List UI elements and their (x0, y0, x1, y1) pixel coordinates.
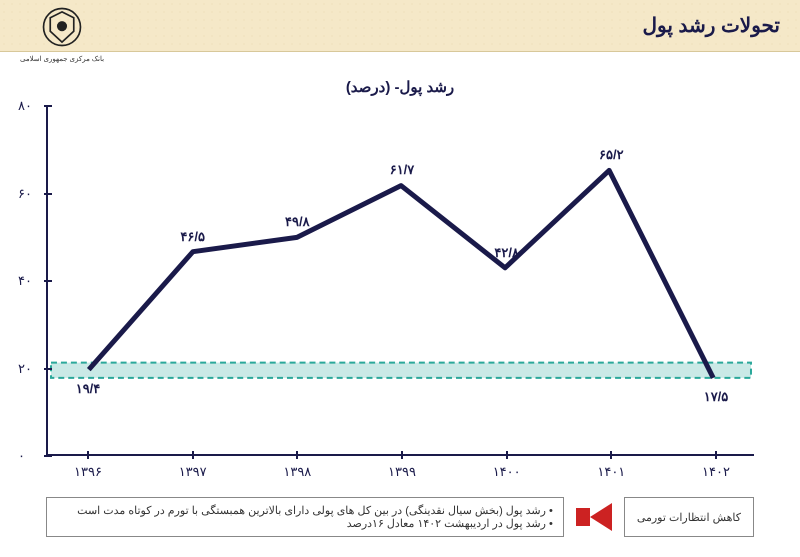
chart-plot-area: ۰۲۰۴۰۶۰۸۰۱۳۹۶۱۳۹۷۱۳۹۸۱۳۹۹۱۴۰۰۱۴۰۱۱۴۰۲۱۹/… (46, 106, 754, 456)
chart-title: رشد پول- (درصد) (46, 78, 754, 96)
data-point-label: ۴۹/۸ (285, 214, 310, 230)
y-tick (44, 280, 52, 282)
arrow-icon (590, 503, 612, 531)
x-tick (506, 451, 508, 459)
chart-container: رشد پول- (درصد) ۰۲۰۴۰۶۰۸۰۱۳۹۶۱۳۹۷۱۳۹۸۱۳۹… (46, 78, 754, 458)
cbi-logo-icon (41, 6, 83, 48)
footer-bullet: • رشد پول (بخش سیال نقدینگی) در بین کل ه… (57, 504, 553, 517)
data-point-label: ۶۱/۷ (390, 162, 415, 178)
y-tick-label: ۸۰ (18, 98, 32, 114)
x-tick-label: ۱۴۰۰ (493, 464, 521, 480)
arrow-label: کاهش انتظارات تورمی (637, 511, 741, 524)
data-point-label: ۶۵/۲ (599, 147, 624, 163)
data-line (48, 106, 754, 454)
y-tick-label: ۰ (18, 448, 25, 464)
logo-caption: بانک مرکزی جمهوری اسلامی (20, 55, 104, 63)
arrow-indicator (576, 497, 612, 537)
y-tick (44, 193, 52, 195)
x-tick (715, 451, 717, 459)
x-tick-label: ۱۴۰۲ (702, 464, 730, 480)
data-point-label: ۴۲/۸ (494, 245, 519, 261)
logo-container: بانک مرکزی جمهوری اسلامی (20, 6, 104, 63)
x-tick (296, 451, 298, 459)
x-tick (401, 451, 403, 459)
x-tick-label: ۱۳۹۹ (388, 464, 416, 480)
footer-area: • رشد پول (بخش سیال نقدینگی) در بین کل ه… (46, 497, 754, 537)
footer-notes-box: • رشد پول (بخش سیال نقدینگی) در بین کل ه… (46, 497, 564, 537)
data-point-label: ۴۶/۵ (180, 229, 205, 245)
y-tick (44, 105, 52, 107)
y-tick-label: ۶۰ (18, 186, 32, 202)
x-tick (610, 451, 612, 459)
arrow-label-box: کاهش انتظارات تورمی (624, 497, 754, 537)
y-tick-label: ۴۰ (18, 273, 32, 289)
x-tick (87, 451, 89, 459)
x-tick (192, 451, 194, 459)
y-tick (44, 368, 52, 370)
data-point-label: ۱۹/۴ (76, 381, 101, 397)
x-tick-label: ۱۳۹۶ (74, 464, 102, 480)
footer-bullet: • رشد پول در اردیبهشت ۱۴۰۲ معادل ۱۶درصد (57, 517, 553, 530)
page-title: تحولات رشد پول (643, 13, 781, 38)
arrow-tail (576, 508, 590, 526)
header-band: تحولات رشد پول بانک مرکزی جمهوری اسلامی (0, 0, 800, 52)
data-point-label: ۱۷/۵ (704, 389, 729, 405)
x-tick-label: ۱۳۹۷ (179, 464, 207, 480)
y-tick (44, 455, 52, 457)
x-tick-label: ۱۴۰۱ (597, 464, 625, 480)
y-tick-label: ۲۰ (18, 361, 32, 377)
x-tick-label: ۱۳۹۸ (283, 464, 311, 480)
